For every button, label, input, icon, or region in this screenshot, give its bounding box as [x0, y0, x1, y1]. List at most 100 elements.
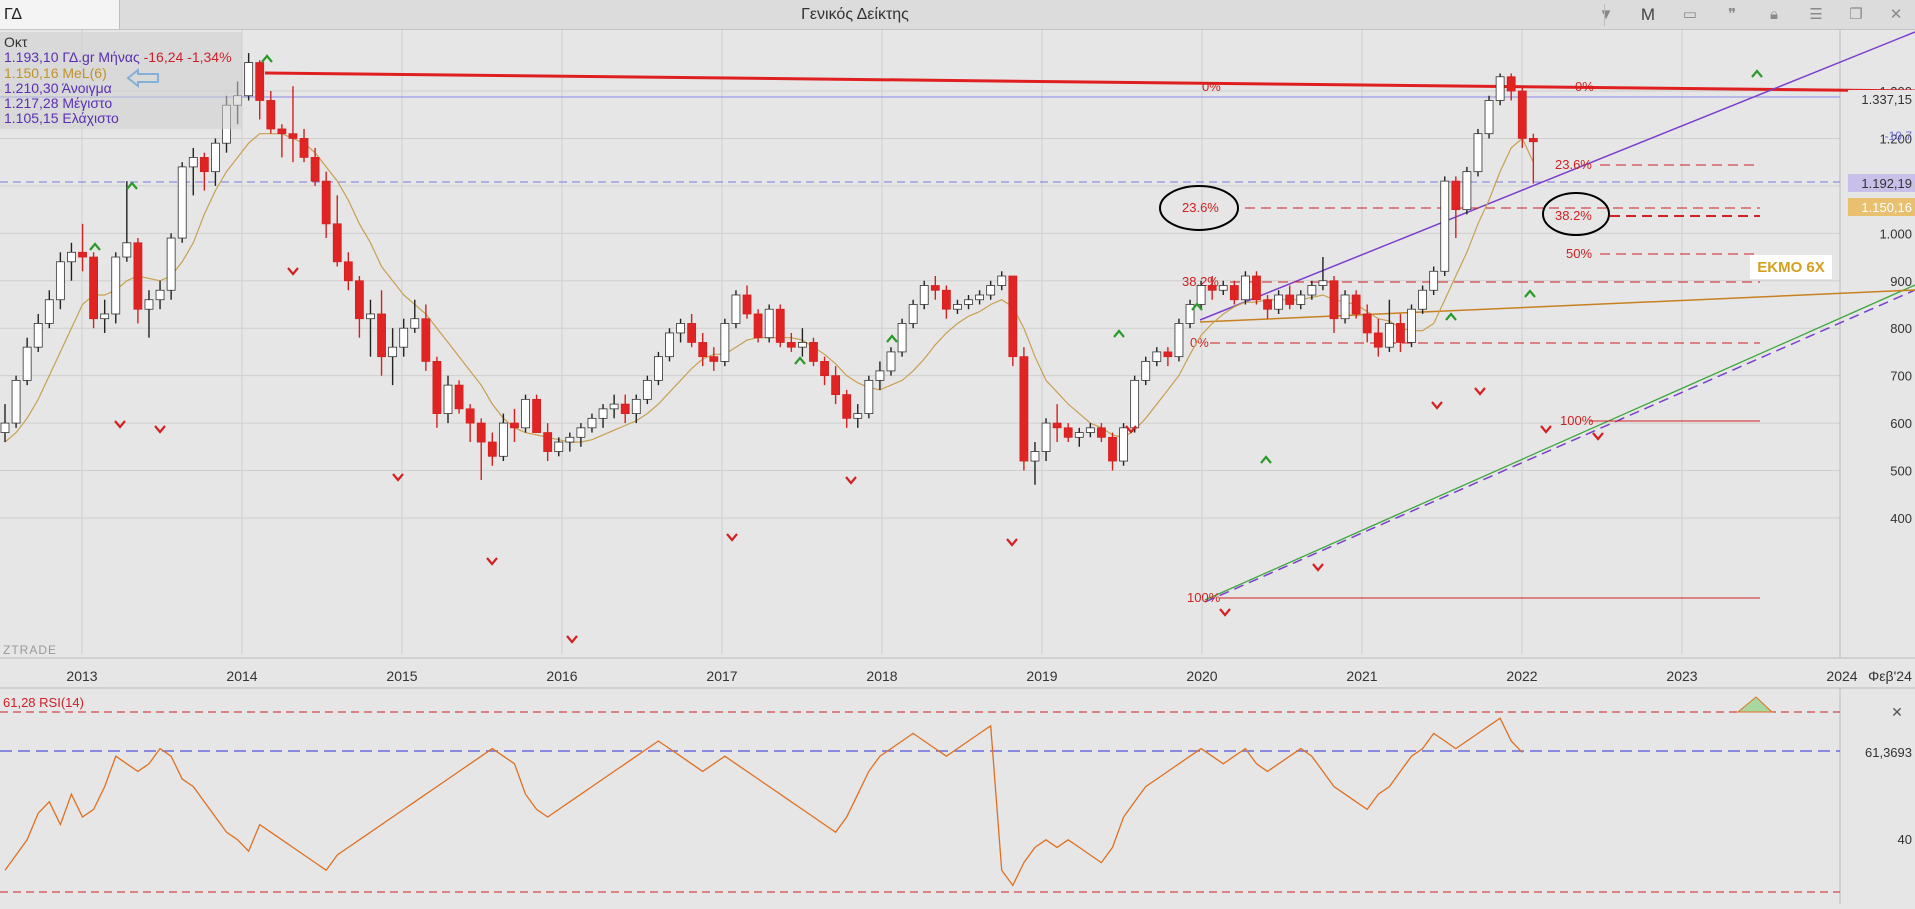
candle-body — [1241, 275, 1250, 301]
candle-body — [1030, 451, 1040, 462]
x-tick-label: 2018 — [866, 668, 897, 684]
symbol-input[interactable]: ΓΔ — [0, 0, 120, 29]
menu-icon[interactable]: ☰ — [1809, 6, 1823, 23]
pivot-up-arrow — [261, 54, 273, 63]
candle-body — [720, 323, 730, 362]
candle-body — [33, 323, 43, 348]
candle-body — [908, 304, 918, 324]
rsi-line — [4, 717, 1523, 887]
candle-body — [953, 304, 962, 310]
candle-body — [1185, 304, 1195, 324]
x-tick-label: 2017 — [706, 668, 737, 684]
candle-body — [266, 100, 276, 130]
price-tick-label: 1.000 — [1879, 226, 1912, 241]
ma-value: 1.150,16 MeL(6) — [4, 65, 107, 81]
candle-body — [1384, 323, 1394, 348]
pivot-up-arrow — [89, 242, 101, 251]
candle-body — [521, 398, 530, 429]
candle-body — [44, 299, 54, 324]
candle-body — [642, 379, 652, 400]
candle-body — [809, 342, 818, 362]
candle-body — [1528, 138, 1538, 143]
pivot-down-arrow — [1431, 401, 1443, 410]
pivot-up-arrow — [1191, 302, 1203, 311]
chart-area[interactable]: 1.3001.2001.1001.0009008007006005004000%… — [0, 30, 1915, 904]
pivot-up-arrow — [1113, 329, 1125, 338]
x-tick-label: 2013 — [66, 668, 97, 684]
save-icon[interactable]: ▭ — [1682, 6, 1698, 23]
pivot-down-arrow — [1125, 425, 1137, 434]
candle-body — [1097, 427, 1106, 438]
high-price-label-bg — [1848, 90, 1915, 108]
candle-body — [1495, 76, 1505, 101]
candle-body — [798, 342, 807, 348]
candle-body — [687, 323, 697, 343]
candle-body — [443, 384, 453, 414]
pivot-up-arrow — [126, 181, 138, 190]
price-chart[interactable]: 1.3001.2001.1001.0009008007006005004000%… — [0, 30, 1915, 904]
candle-body — [897, 323, 907, 353]
candle-body — [1429, 270, 1439, 291]
pivot-up-arrow — [1524, 289, 1536, 298]
candle-body — [332, 223, 342, 263]
candle-body — [1263, 299, 1272, 310]
pivot-down-arrow — [287, 267, 299, 276]
candle-body — [122, 242, 132, 258]
high-value: 1.217,28 Μέγιστο — [4, 95, 113, 111]
candle-body — [100, 313, 110, 320]
candle-body — [565, 436, 575, 443]
x-tick-label: 2020 — [1186, 668, 1217, 684]
rsi-overbought-fill — [1736, 696, 1774, 713]
dropdown-icon[interactable]: ▼ — [1598, 6, 1614, 23]
candle-body — [1329, 280, 1339, 320]
neckline — [1199, 289, 1915, 323]
candle-body — [576, 427, 586, 438]
candle-body — [786, 342, 796, 348]
pivot-down-arrow — [392, 473, 404, 482]
ekmo-annotation: ΕΚΜΟ 6Χ — [1757, 259, 1825, 276]
close-icon[interactable]: ✕ — [1889, 6, 1903, 23]
candle-body — [465, 408, 475, 424]
candle-body — [388, 346, 398, 358]
candle-body — [1462, 171, 1472, 210]
candle-body — [1440, 180, 1450, 272]
restore-icon[interactable]: ❐ — [1849, 6, 1863, 23]
candle-body — [299, 138, 309, 158]
candle-body — [532, 398, 541, 433]
pivot-down-arrow — [114, 420, 126, 429]
candle-body — [177, 166, 187, 239]
candle-body — [343, 261, 353, 282]
fib-label: 50% — [1566, 246, 1592, 261]
candle-body — [1296, 294, 1306, 305]
candle-body — [89, 256, 98, 320]
month-label: Οκτ — [4, 34, 28, 50]
candle-body — [111, 256, 121, 315]
pivot-down-arrow — [1592, 432, 1604, 441]
candle-body — [11, 379, 21, 424]
price-tick-label: 800 — [1890, 321, 1912, 336]
ma-price-label: 1.150,16 — [1861, 200, 1912, 215]
candle-body — [244, 62, 254, 97]
candle-body — [598, 408, 608, 419]
candle-body — [1108, 436, 1117, 462]
candle-body — [255, 62, 265, 101]
resistance-line — [264, 71, 1915, 93]
candle-body — [288, 133, 298, 139]
fib-label: 100% — [1187, 590, 1221, 605]
candle-body — [1207, 285, 1217, 291]
fib-label: 0% — [1202, 79, 1221, 94]
period-month-button[interactable]: M — [1640, 5, 1656, 24]
candle-body — [277, 128, 287, 135]
highlight-circle — [1159, 185, 1239, 231]
candle-body — [22, 346, 32, 381]
candle-body — [764, 308, 774, 339]
lock-icon[interactable]: 🔒︎ — [1770, 6, 1778, 23]
x-axis-bg — [0, 658, 1915, 688]
fib-label: 23.6% — [1555, 157, 1592, 172]
candle-body — [510, 422, 519, 429]
candle-body — [930, 285, 940, 291]
quote-icon[interactable]: ❞ — [1727, 6, 1737, 23]
close-price-label-bg — [1848, 174, 1915, 192]
ma-price-label-bg — [1848, 198, 1915, 216]
pivot-down-arrow — [1474, 387, 1486, 396]
